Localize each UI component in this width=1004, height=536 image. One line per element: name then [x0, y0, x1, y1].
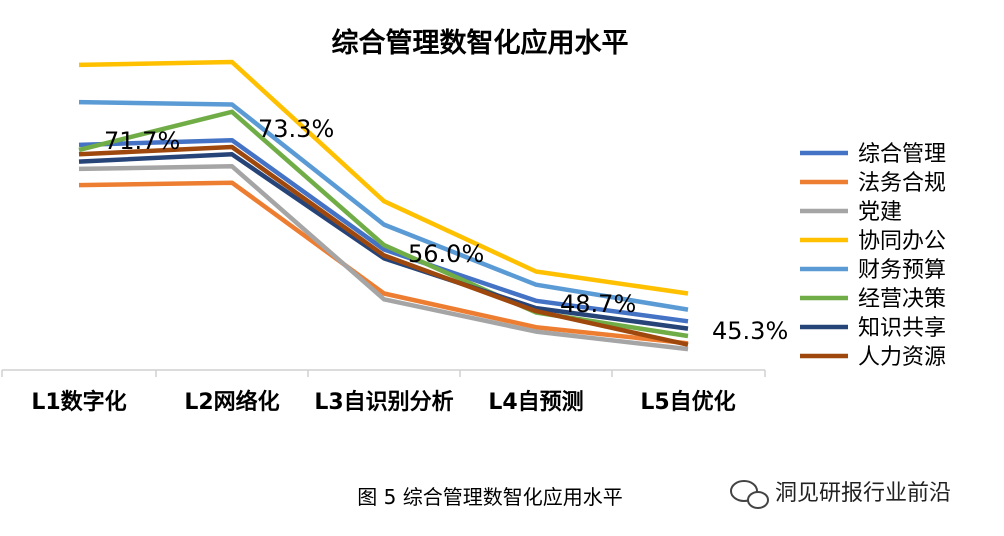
watermark-left: 大数跨境	[9, 502, 126, 529]
legend-label-8: 人力资源	[858, 345, 946, 370]
series-line-5	[78, 99, 689, 312]
legend-label-5: 财务预算	[858, 258, 946, 283]
x-tick-label-4: L4自预测	[488, 389, 583, 415]
x-tick-label-3: L3自识别分析	[314, 389, 453, 415]
data-label-3: 56.0%	[408, 240, 484, 268]
figure-caption: 图 5 综合管理数智化应用水平	[357, 485, 622, 509]
watermark-right: 洞见研报行业前沿	[730, 480, 951, 509]
chart-title: 综合管理数智化应用水平	[332, 27, 629, 59]
series-line-7	[78, 152, 689, 331]
legend-label-4: 协同办公	[858, 229, 946, 254]
x-tick-label-2: L2网络化	[184, 389, 279, 415]
data-label-2: 73.3%	[258, 115, 334, 143]
series-line-1	[78, 137, 689, 324]
series-line-8	[78, 144, 689, 347]
watermark-right-text: 洞见研报行业前沿	[775, 481, 951, 506]
series-line-4	[78, 59, 689, 296]
legend-label-7: 知识共享	[858, 316, 946, 341]
legend-label-3: 党建	[858, 200, 902, 225]
data-label-4: 48.7%	[560, 290, 636, 318]
watermark-logo-icon	[9, 502, 44, 529]
data-label-1: 71.7%	[104, 127, 180, 155]
legend-label-2: 法务合规	[858, 171, 946, 196]
legend-label-1: 综合管理	[858, 142, 946, 167]
series-line-3	[78, 164, 689, 352]
wechat-icon	[730, 480, 769, 509]
x-tick-label-5: L5自优化	[640, 389, 735, 415]
data-label-5: 45.3%	[712, 317, 788, 345]
series-layer	[78, 59, 689, 352]
x-tick-label-1: L1数字化	[31, 389, 126, 415]
legend-label-6: 经营决策	[858, 287, 946, 312]
x-axis-ticks	[1, 370, 766, 377]
watermark-left-text: 大数跨境	[50, 505, 126, 528]
series-line-2	[78, 180, 689, 346]
